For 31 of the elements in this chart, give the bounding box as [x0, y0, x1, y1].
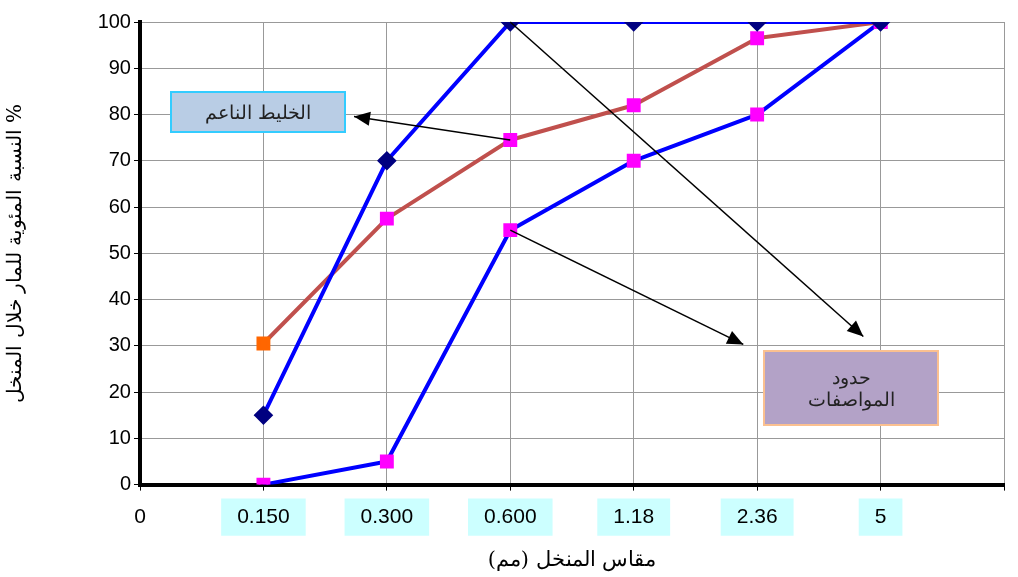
y-tick-label: 80	[108, 102, 131, 125]
point	[503, 133, 518, 147]
y-tick-label: 50	[108, 240, 131, 263]
y-tick-label: 10	[108, 425, 131, 448]
x-tick-label: 5	[874, 504, 887, 527]
y-tick-label: 20	[108, 379, 131, 402]
y-tick-label: 100	[97, 9, 131, 32]
point	[254, 406, 273, 425]
point	[379, 454, 394, 469]
x-tick-label: 0.600	[484, 504, 537, 527]
x-tick-label: 2.36	[736, 504, 778, 527]
x-tick-label: 0	[134, 504, 146, 527]
y-tick-label: 30	[108, 333, 131, 356]
point	[750, 31, 765, 46]
point	[377, 151, 396, 170]
x-tick-label: 0.150	[237, 504, 290, 527]
x-axis-title: مقاس المنخل (مم)	[487, 546, 657, 572]
point	[379, 211, 394, 226]
point	[750, 107, 765, 122]
y-tick-label: 0	[119, 472, 131, 495]
y-tick-label: 70	[108, 148, 131, 171]
point	[503, 223, 518, 238]
point	[256, 336, 271, 351]
y-tick-label: 90	[108, 55, 131, 78]
x-tick-label: 0.300	[360, 504, 414, 527]
point	[626, 98, 641, 113]
x-tick-label: 1.18	[613, 504, 655, 527]
y-axis-title: النسبة المئوية للمار خلال المنخل %	[2, 103, 27, 403]
y-tick-label: 60	[108, 194, 131, 217]
y-tick-label: 40	[108, 287, 131, 310]
point	[626, 153, 641, 168]
